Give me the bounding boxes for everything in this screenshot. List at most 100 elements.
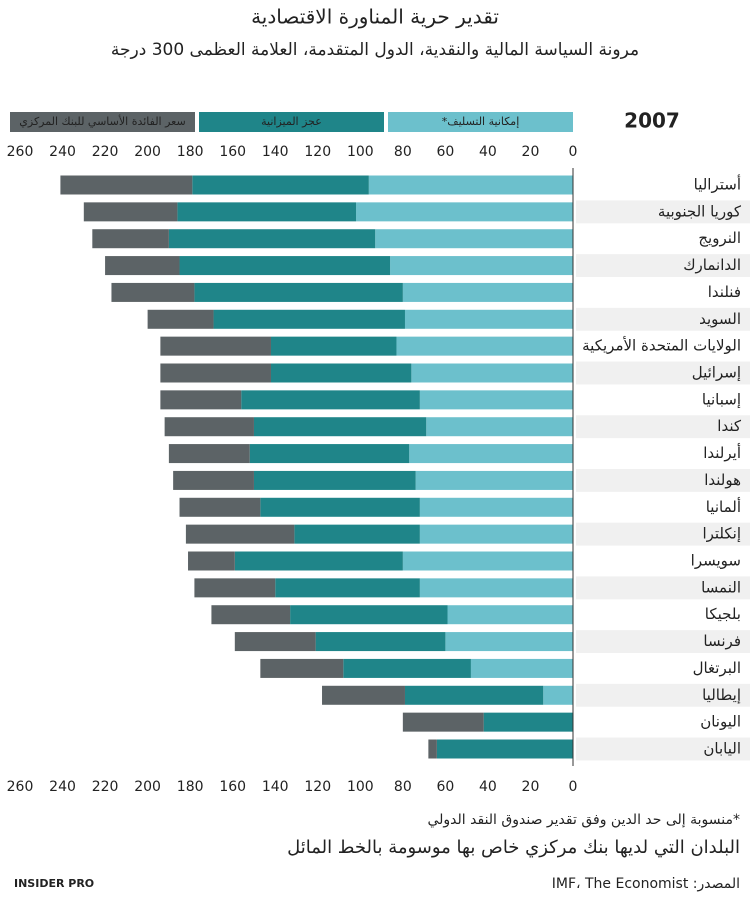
x-tick-label: 60 <box>436 144 454 160</box>
bar-segment <box>390 256 573 276</box>
bar-segment <box>234 551 403 571</box>
bar-segment <box>241 390 420 410</box>
bar-segment <box>315 632 446 652</box>
legend-label: إمكانية التسليف* <box>442 115 520 128</box>
bar-segment <box>426 417 573 437</box>
x-tick-label: 60 <box>436 779 454 795</box>
x-tick-label: 40 <box>479 144 497 160</box>
bar-segment <box>404 309 573 329</box>
bar-segment <box>445 632 573 652</box>
bar-segment <box>483 712 573 732</box>
bar-segment <box>194 282 403 302</box>
bar-segment <box>253 417 427 437</box>
bar-segment <box>447 605 573 625</box>
bar-segment <box>375 229 573 249</box>
logo: INSIDER PRO <box>14 877 94 890</box>
bar-segment <box>253 470 416 490</box>
category-label: البرتغال <box>693 659 741 677</box>
bar-segment <box>543 685 573 705</box>
bar-segment <box>160 336 271 356</box>
bar-segment <box>419 578 573 598</box>
bar-segment <box>402 282 573 302</box>
legend-swatch <box>199 112 384 132</box>
note: البلدان التي لديها بنك مركزي خاص بها موس… <box>287 837 740 858</box>
x-tick-label: 200 <box>134 779 161 795</box>
row-band <box>576 415 750 439</box>
bar-segment <box>173 470 254 490</box>
category-label: ألمانيا <box>706 497 741 516</box>
category-label: النرويج <box>698 229 741 247</box>
row-band <box>576 737 750 761</box>
bar-segment <box>404 685 544 705</box>
category-label: إنكلترا <box>702 525 741 543</box>
bar-segment <box>402 551 573 571</box>
x-tick-label: 120 <box>304 779 331 795</box>
bar-segment <box>356 202 573 222</box>
chart-title: تقدير حرية المناورة الاقتصادية <box>251 5 499 29</box>
category-label: فنلندا <box>708 283 741 301</box>
bar-segment <box>168 229 376 249</box>
bar-segment <box>168 444 250 464</box>
row-band <box>576 522 750 546</box>
bar-segment <box>428 739 437 759</box>
legend-swatch <box>10 112 195 132</box>
bar-segment <box>179 497 261 517</box>
category-label: هولندا <box>704 471 741 489</box>
bar-segment <box>294 524 420 544</box>
bar-segment <box>192 175 369 195</box>
x-tick-label: 260 <box>7 144 34 160</box>
x-tick-label: 0 <box>569 779 578 795</box>
bar-segment <box>179 256 391 276</box>
x-tick-label: 180 <box>177 144 204 160</box>
bar-segment <box>270 363 412 383</box>
x-tick-label: 100 <box>347 779 374 795</box>
bar-segment <box>211 605 291 625</box>
legend-label: عجز الميزانية <box>261 115 322 128</box>
category-label: الولايات المتحدة الأمريكية <box>582 336 741 355</box>
row-band <box>576 307 750 331</box>
legend-label: سعر الفائدة الأساسي للبنك المركزي <box>19 114 185 128</box>
x-tick-label: 80 <box>394 144 412 160</box>
category-label: السويد <box>699 310 741 328</box>
x-tick-label: 160 <box>219 779 246 795</box>
x-tick-label: 140 <box>262 144 289 160</box>
bar-segment <box>436 739 573 759</box>
bar-segment <box>415 470 573 490</box>
bar-segment <box>83 202 178 222</box>
x-tick-label: 20 <box>522 144 540 160</box>
bar-segment <box>409 444 573 464</box>
bar-segment <box>470 658 573 678</box>
bar-segment <box>343 658 471 678</box>
bar-segment <box>396 336 573 356</box>
x-tick-label: 200 <box>134 144 161 160</box>
category-label: بلجيكا <box>705 605 741 623</box>
bar-segment <box>160 390 242 410</box>
bar-segment <box>147 309 214 329</box>
bar-segment <box>275 578 420 598</box>
x-tick-label: 80 <box>394 779 412 795</box>
year-label: 2007 <box>624 109 680 133</box>
x-tick-label: 0 <box>569 144 578 160</box>
bar-segment <box>92 229 169 249</box>
bar-segment <box>411 363 573 383</box>
x-tick-label: 20 <box>522 779 540 795</box>
row-band <box>576 200 750 224</box>
x-tick-label: 220 <box>92 779 119 795</box>
row-band <box>576 576 750 600</box>
row-band <box>576 361 750 385</box>
bar-segment <box>260 658 344 678</box>
x-tick-label: 100 <box>347 144 374 160</box>
x-tick-label: 260 <box>7 779 34 795</box>
x-tick-label: 140 <box>262 779 289 795</box>
category-label: سويسرا <box>691 552 741 570</box>
category-label: إيطاليا <box>702 686 741 704</box>
bar-segment <box>111 282 195 302</box>
x-tick-label: 180 <box>177 779 204 795</box>
x-tick-label: 40 <box>479 779 497 795</box>
chart-subtitle: مرونة السياسة المالية والنقدية، الدول ال… <box>111 40 639 60</box>
category-label: إسبانيا <box>702 390 741 408</box>
category-label: أستراليا <box>694 175 741 194</box>
bar-segment <box>60 175 193 195</box>
bar-segment <box>368 175 573 195</box>
category-label: كوريا الجنوبية <box>658 202 742 220</box>
